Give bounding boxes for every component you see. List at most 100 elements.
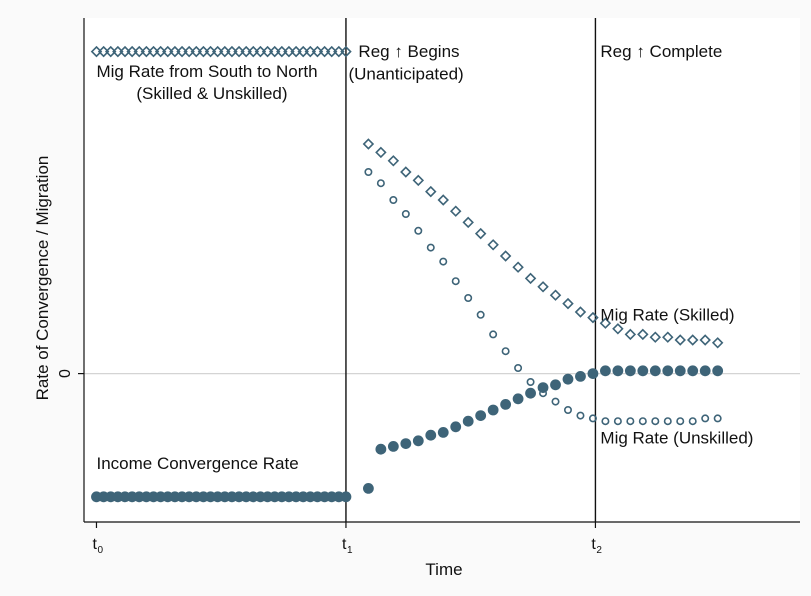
series-1-point-7 — [449, 205, 462, 217]
series-3-point-37 — [375, 443, 387, 455]
series-3-point-63 — [699, 365, 711, 377]
annotation-0: Mig Rate from South to North — [96, 62, 317, 81]
annotation-6: Mig Rate (Unskilled) — [600, 429, 753, 448]
series-2-point-13 — [526, 377, 535, 386]
annotation-4: Reg ↑ Complete — [600, 42, 722, 61]
x-axis-label: Time — [425, 560, 462, 579]
series-3-point-39 — [400, 438, 412, 449]
series-1-point-15 — [549, 289, 562, 301]
series-1-point-10 — [487, 239, 499, 251]
series-1-point-18 — [587, 311, 599, 324]
x-tick-sub-0: 0 — [97, 545, 103, 556]
series-2-point-16 — [563, 405, 572, 414]
series-2-point-7 — [451, 277, 460, 286]
series-3-point-38 — [387, 441, 399, 452]
series-2-point-17 — [576, 411, 585, 420]
series-1-point-14 — [537, 281, 549, 293]
series-3-point-45 — [475, 410, 487, 421]
series-1-point-16 — [562, 297, 574, 310]
series-3-point-57 — [624, 365, 636, 377]
series-2-point-5 — [426, 243, 435, 252]
series-2-point-15 — [551, 397, 560, 406]
series-2-point-1 — [376, 179, 385, 188]
series-3-point-46 — [487, 404, 499, 416]
series-2-point-8 — [464, 293, 473, 302]
series-1-point-4 — [412, 174, 425, 187]
x-tick-label-2: t — [591, 536, 596, 553]
series-2-point-12 — [514, 363, 523, 372]
series-2-point-28 — [713, 414, 722, 423]
series-3-point-58 — [637, 365, 649, 377]
series-2-point-0 — [364, 168, 373, 177]
series-1-point-5 — [425, 185, 437, 198]
series-1-point-9 — [474, 227, 487, 240]
series-1-point-21 — [624, 328, 637, 341]
series-3-point-50 — [537, 382, 549, 393]
series-2-point-9 — [476, 310, 485, 319]
series-1-point-17 — [574, 306, 587, 318]
series-1-point-28 — [711, 337, 724, 349]
x-tick-sub-1: 1 — [347, 545, 353, 556]
series-1-point-26 — [686, 334, 699, 346]
series-2-point-24 — [663, 417, 672, 426]
series-3-point-54 — [587, 368, 599, 379]
series-3-point-49 — [525, 387, 536, 399]
annotation-3: (Unanticipated) — [348, 65, 463, 84]
series-1-point-13 — [524, 272, 537, 285]
series-3-point-47 — [500, 399, 512, 410]
series-2-point-23 — [651, 417, 660, 426]
x-tick-label-1: t — [342, 536, 347, 553]
series-1-point-24 — [662, 331, 674, 343]
series-3-point-48 — [512, 393, 524, 405]
series-3-point-40 — [412, 435, 424, 447]
series-3-point-55 — [600, 365, 611, 377]
series-1-point-20 — [612, 323, 624, 335]
series-0-point-35 — [340, 45, 352, 58]
series-1-point-6 — [437, 194, 449, 206]
annotation-7: Income Convergence Rate — [96, 454, 298, 473]
series-3-point-51 — [550, 379, 561, 391]
series-1-point-19 — [599, 317, 612, 329]
series-1-point-11 — [499, 250, 512, 262]
series-2-point-22 — [638, 417, 647, 426]
series-3-point-53 — [575, 371, 586, 382]
series-2-point-25 — [676, 417, 685, 426]
series-2-point-26 — [688, 417, 697, 426]
series-1-point-2 — [387, 155, 400, 167]
series-2-point-18 — [588, 414, 597, 423]
series-2-point-6 — [439, 257, 448, 266]
series-2-point-10 — [489, 330, 498, 339]
series-1-point-25 — [674, 334, 686, 346]
series-3-point-60 — [662, 365, 674, 377]
series-1-point-3 — [400, 166, 412, 178]
series-3-point-36 — [363, 483, 374, 494]
x-tick-label-0: t — [92, 536, 97, 553]
series-2-point-21 — [626, 417, 635, 426]
annotation-1: (Skilled & Unskilled) — [136, 84, 287, 103]
series-1-point-23 — [649, 331, 662, 343]
series-1-point-1 — [375, 146, 387, 159]
series-1-point-22 — [637, 328, 649, 341]
series-3-point-62 — [687, 365, 699, 377]
series-3-point-35 — [340, 491, 352, 503]
y-tick-label-0: 0 — [57, 369, 74, 378]
series-3-point-61 — [674, 365, 686, 377]
series-3-point-43 — [450, 421, 462, 433]
plot-area — [84, 18, 800, 522]
annotation-5: Mig Rate (Skilled) — [600, 305, 734, 324]
series-3-point-52 — [562, 373, 574, 385]
series-2-point-27 — [701, 414, 710, 423]
series-1-point-8 — [462, 216, 474, 229]
annotation-2: Reg ↑ Begins — [358, 42, 459, 61]
series-3-point-59 — [649, 365, 661, 377]
series-1-point-12 — [512, 261, 524, 273]
series-2-point-20 — [613, 417, 622, 426]
series-2-point-4 — [414, 226, 423, 235]
series-2-point-19 — [601, 417, 610, 426]
series-1-point-0 — [362, 138, 375, 150]
y-axis-label: Rate of Convergence / Migration — [33, 156, 52, 401]
series-3-point-56 — [612, 365, 624, 377]
series-2-point-2 — [389, 196, 398, 205]
